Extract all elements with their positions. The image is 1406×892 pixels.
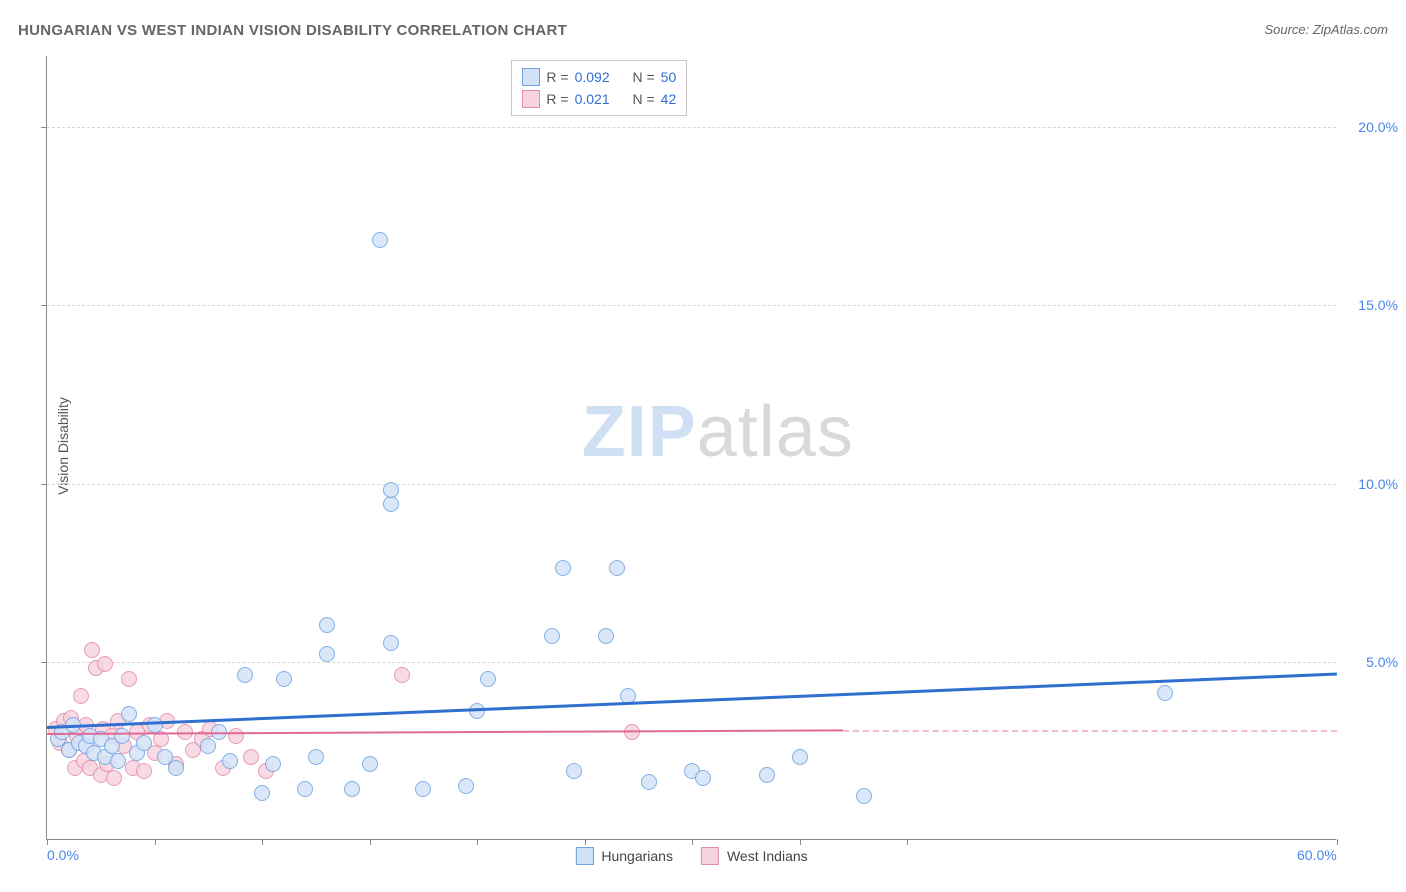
gridline (47, 127, 1336, 128)
data-point (110, 753, 126, 769)
x-tick-mark (262, 839, 263, 845)
data-point (609, 560, 625, 576)
data-point (228, 728, 244, 744)
data-point (792, 749, 808, 765)
stats-r-value: 0.021 (575, 91, 623, 107)
legend-item: West Indians (701, 847, 808, 865)
y-tick-mark (41, 662, 47, 663)
data-point (641, 774, 657, 790)
data-point (319, 617, 335, 633)
data-point (544, 628, 560, 644)
data-point (372, 232, 388, 248)
legend-item: Hungarians (575, 847, 673, 865)
legend-label: Hungarians (601, 848, 673, 864)
data-point (297, 781, 313, 797)
data-point (168, 760, 184, 776)
data-point (97, 656, 113, 672)
data-point (555, 560, 571, 576)
y-tick-mark (41, 484, 47, 485)
y-tick-mark (41, 127, 47, 128)
stats-row: R = 0.092 N = 50 (522, 66, 676, 88)
stats-legend-box: R = 0.092 N = 50 R = 0.021 N = 42 (511, 60, 687, 116)
series-legend: Hungarians West Indians (575, 847, 807, 865)
legend-swatch (522, 68, 540, 86)
data-point (566, 763, 582, 779)
gridline (47, 662, 1336, 663)
stats-n-label: N = (629, 91, 655, 107)
x-tick-mark (1337, 839, 1338, 845)
data-point (243, 749, 259, 765)
trend-line (47, 730, 843, 736)
x-tick-mark (477, 839, 478, 845)
data-point (265, 756, 281, 772)
stats-n-label: N = (629, 69, 655, 85)
data-point (121, 706, 137, 722)
data-point (254, 785, 270, 801)
x-tick-label: 0.0% (47, 847, 79, 863)
trend-line-dashed (843, 730, 1338, 732)
data-point (147, 717, 163, 733)
watermark: ZIPatlas (582, 391, 854, 473)
data-point (200, 738, 216, 754)
data-point (308, 749, 324, 765)
data-point (598, 628, 614, 644)
legend-swatch (575, 847, 593, 865)
stats-row: R = 0.021 N = 42 (522, 88, 676, 110)
x-tick-mark (907, 839, 908, 845)
gridline (47, 305, 1336, 306)
y-tick-label: 10.0% (1343, 476, 1398, 492)
data-point (1157, 685, 1173, 701)
data-point (695, 770, 711, 786)
data-point (276, 671, 292, 687)
data-point (136, 735, 152, 751)
data-point (394, 667, 410, 683)
chart-plot-area: 5.0%10.0%15.0%20.0%0.0%60.0%ZIPatlasR =0… (46, 56, 1336, 840)
data-point (84, 642, 100, 658)
chart-title: HUNGARIAN VS WEST INDIAN VISION DISABILI… (18, 22, 567, 39)
data-point (114, 728, 130, 744)
y-tick-label: 5.0% (1343, 654, 1398, 670)
stats-r-label: R = (546, 91, 568, 107)
stats-n-value: 42 (661, 91, 677, 107)
x-tick-mark (800, 839, 801, 845)
stats-r-label: R = (546, 69, 568, 85)
x-tick-label: 60.0% (1297, 847, 1337, 863)
data-point (136, 763, 152, 779)
data-point (383, 635, 399, 651)
x-tick-mark (585, 839, 586, 845)
y-tick-mark (41, 305, 47, 306)
stats-r-value: 0.092 (575, 69, 623, 85)
data-point (480, 671, 496, 687)
data-point (458, 778, 474, 794)
data-point (383, 482, 399, 498)
x-tick-mark (155, 839, 156, 845)
source-label: Source: ZipAtlas.com (1264, 22, 1388, 37)
data-point (237, 667, 253, 683)
x-tick-mark (370, 839, 371, 845)
data-point (106, 770, 122, 786)
data-point (362, 756, 378, 772)
y-tick-label: 15.0% (1343, 297, 1398, 313)
data-point (856, 788, 872, 804)
x-tick-mark (47, 839, 48, 845)
legend-swatch (522, 90, 540, 108)
data-point (415, 781, 431, 797)
data-point (383, 496, 399, 512)
y-tick-label: 20.0% (1343, 119, 1398, 135)
data-point (344, 781, 360, 797)
stats-n-value: 50 (661, 69, 677, 85)
x-tick-mark (692, 839, 693, 845)
gridline (47, 484, 1336, 485)
data-point (759, 767, 775, 783)
data-point (121, 671, 137, 687)
legend-label: West Indians (727, 848, 808, 864)
legend-swatch (701, 847, 719, 865)
data-point (222, 753, 238, 769)
data-point (73, 688, 89, 704)
data-point (319, 646, 335, 662)
